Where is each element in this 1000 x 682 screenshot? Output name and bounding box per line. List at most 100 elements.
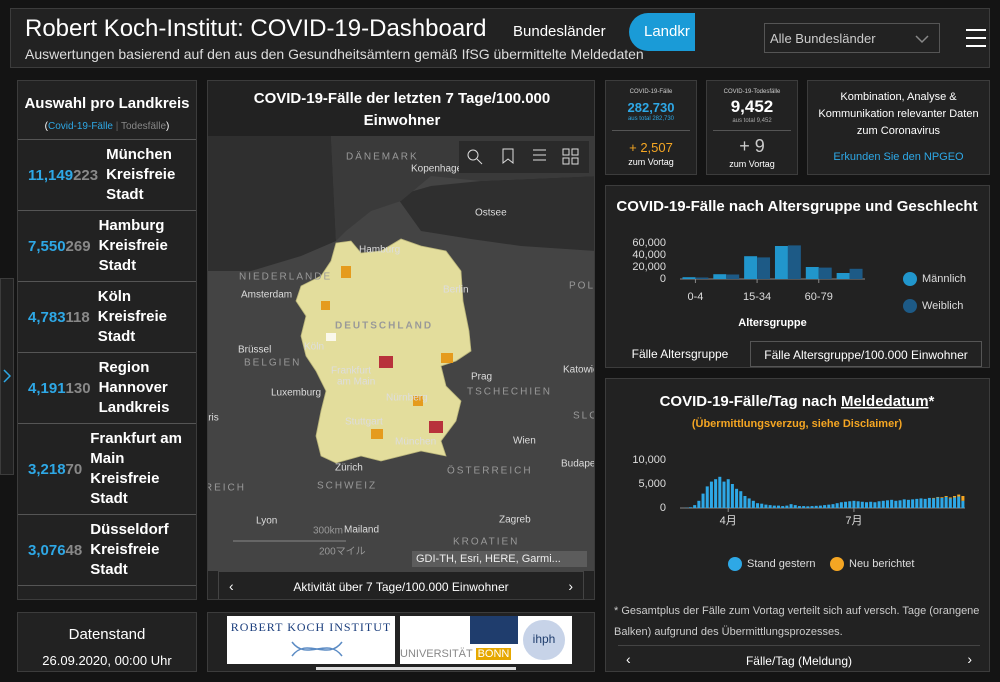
scale-km: 300km xyxy=(313,526,343,537)
bookmark-icon[interactable] xyxy=(502,148,514,165)
landkreis-item[interactable]: 3,218 70 Frankfurt am Main Kreisfreie Stad… xyxy=(18,424,196,515)
card-delta: + 9 xyxy=(739,136,765,156)
header: Robert Koch-Institut: COVID-19-Dashboard… xyxy=(10,8,990,68)
datenstand-value: 26.09.2020, 00:00 Uhr xyxy=(42,653,172,668)
map-label: Prag xyxy=(471,372,492,383)
map-label: Stuttgart xyxy=(345,417,383,428)
rki-logo: ROBERT KOCH INSTITUT xyxy=(227,616,395,664)
card-delta-label: zum Vortag xyxy=(729,159,775,169)
title: Robert Koch-Institut: COVID-19-Dashboard xyxy=(25,15,487,42)
district xyxy=(326,333,336,341)
map-label: Lyon xyxy=(256,516,277,527)
legend-cases: Covid-19-Fälle xyxy=(47,121,113,132)
germany[interactable] xyxy=(295,238,472,464)
scale-mi: 200マイル xyxy=(319,547,366,558)
cases: 7,550 xyxy=(28,237,66,255)
cases: 4,783 xyxy=(28,308,66,326)
paren: ( xyxy=(44,121,48,132)
deaths: 118 xyxy=(65,308,90,326)
datenstand-panel: Datenstand 26.09.2020, 00:00 Uhr xyxy=(17,612,197,672)
tab-active[interactable]: Landkr xyxy=(629,13,695,51)
next[interactable]: › xyxy=(568,578,573,594)
map-label: DEUTSCHLAND xyxy=(335,321,433,332)
map-label: SLOWAKEI xyxy=(573,411,595,422)
landkreis-list: 11,149 223 München Kreisfreie Stadt 7,550 26… xyxy=(18,139,196,599)
list-icon[interactable] xyxy=(533,149,546,161)
map-label: Berlin xyxy=(443,285,469,296)
grid-icon[interactable] xyxy=(562,148,570,156)
attribution: GDI-TH, Esri, HERE, Garmi... xyxy=(416,553,561,565)
dropdown[interactable]: Alle Bundesländer xyxy=(764,23,940,53)
landkreis-item[interactable]: 11,149 223 München Kreisfreie Stadt xyxy=(18,140,196,211)
rki-text: ROBERT KOCH INSTITUT xyxy=(230,620,392,634)
map-label: Mailand xyxy=(344,525,379,536)
next[interactable]: › xyxy=(967,651,972,667)
map-label: Paris xyxy=(208,413,219,424)
rki-mark xyxy=(291,641,343,657)
card-value: 9,452 xyxy=(730,97,774,116)
map-label: Hamburg xyxy=(359,245,400,256)
daily-panel: * Gesamtplus der Fälle zum Vortag vertei… xyxy=(605,378,990,672)
sea xyxy=(208,136,336,271)
map-label: DÄNEMARK xyxy=(346,151,419,163)
sea xyxy=(396,176,594,251)
prev[interactable]: ‹ xyxy=(626,651,631,667)
card-value: 282,730 xyxy=(627,100,675,115)
map-label: Brüssel xyxy=(238,345,271,356)
map-label: Frankfurt xyxy=(331,366,371,377)
info-link[interactable]: Erkunden Sie den NPGEO xyxy=(833,151,964,163)
ihph-text: ihph xyxy=(532,632,556,646)
menu-icon[interactable] xyxy=(966,29,986,47)
bonn-logo: UNIVERSITÄT BONN ihph xyxy=(400,616,572,664)
map-toolbar xyxy=(459,141,589,173)
logos-panel: ROBERT KOCH INSTITUT UNIVERSITÄT BONN ih… xyxy=(207,612,595,672)
bonn-a: UNIVERSITÄT xyxy=(400,648,473,660)
side-tab[interactable] xyxy=(0,278,14,475)
legend-sep: | xyxy=(115,121,119,132)
divider xyxy=(713,130,791,131)
map-label: Zagreb xyxy=(499,515,531,526)
arrow xyxy=(3,369,11,383)
daily-footer-label: Fälle/Tag (Meldung) xyxy=(745,654,853,668)
landkreis-item[interactable]: 4,191 130 Region Hannover Landkreis xyxy=(18,353,196,424)
daily-footer: ‹ Fälle/Tag (Meldung) › xyxy=(618,645,980,671)
search-icon[interactable] xyxy=(467,149,479,161)
tab-label: Landkr xyxy=(644,23,690,40)
deaths: 70 xyxy=(65,460,83,478)
landkreis-item[interactable]: Gütersloh xyxy=(18,586,196,599)
attribution-bg xyxy=(412,551,587,567)
tab[interactable]: Bundesländer xyxy=(513,23,606,40)
cases: 3,076 xyxy=(28,541,66,559)
tab[interactable]: Fälle Altersgruppe/100.000 Einwohner xyxy=(750,341,982,367)
daily-note: * Gesamtplus der Fälle zum Vortag vertei… xyxy=(614,605,980,638)
deaths: 130 xyxy=(65,379,91,397)
map-title: COVID-19-Fälle der letzten 7 Tage/100.00… xyxy=(253,90,551,129)
map-label: Nürnberg xyxy=(386,393,428,404)
map[interactable]: DÄNEMARK Kopenhagen Ostsee Hamburg NIEDE… xyxy=(208,136,595,571)
map-label: SCHWEIZ xyxy=(317,481,377,492)
info-text: Kombination, Analyse & Kommunikation rel… xyxy=(818,91,979,137)
tab-label: Fälle Altersgruppe xyxy=(631,347,729,361)
map-label: ÖSTERREICH xyxy=(447,465,533,477)
landkreis-name: Düsseldorf Kreisfreie Stadt xyxy=(90,521,169,578)
divider xyxy=(612,130,690,131)
cases: 3,218 xyxy=(28,460,66,478)
landkreis-name: Hamburg Kreisfreie Stadt xyxy=(98,217,168,274)
info-card: Kombination, Analyse & Kommunikation rel… xyxy=(807,80,990,175)
tab-active[interactable]: Fälle Altersgruppe xyxy=(618,341,742,367)
card-total: aus total 282,730 xyxy=(627,116,675,122)
tab-label: Fälle Altersgruppe/100.000 Einwohner xyxy=(764,348,968,362)
landkreis-item[interactable]: 4,783 118 Köln Kreisfreie Stadt xyxy=(18,282,196,353)
card-label: COVID-19-Todesfälle xyxy=(723,89,781,95)
hotspot xyxy=(321,301,330,310)
map-footer: ‹ Aktivität über 7 Tage/100.000 Einwohne… xyxy=(218,571,584,599)
landkreis-name: München Kreisfreie Stadt xyxy=(106,146,176,203)
deaths: 269 xyxy=(65,237,91,255)
landkreis-name: Frankfurt am Main Kreisfreie Stadt xyxy=(90,430,182,507)
deaths-card: COVID-19-Todesfälle 9,452 aus total 9,45… xyxy=(706,80,798,175)
prev[interactable]: ‹ xyxy=(229,578,234,594)
landkreis-item[interactable]: 3,076 48 Düsseldorf Kreisfreie Stadt xyxy=(18,515,196,586)
deaths: 48 xyxy=(65,541,83,559)
map-label: NIEDERLANDE xyxy=(239,272,332,283)
landkreis-item[interactable]: 7,550 269 Hamburg Kreisfreie Stadt xyxy=(18,211,196,282)
